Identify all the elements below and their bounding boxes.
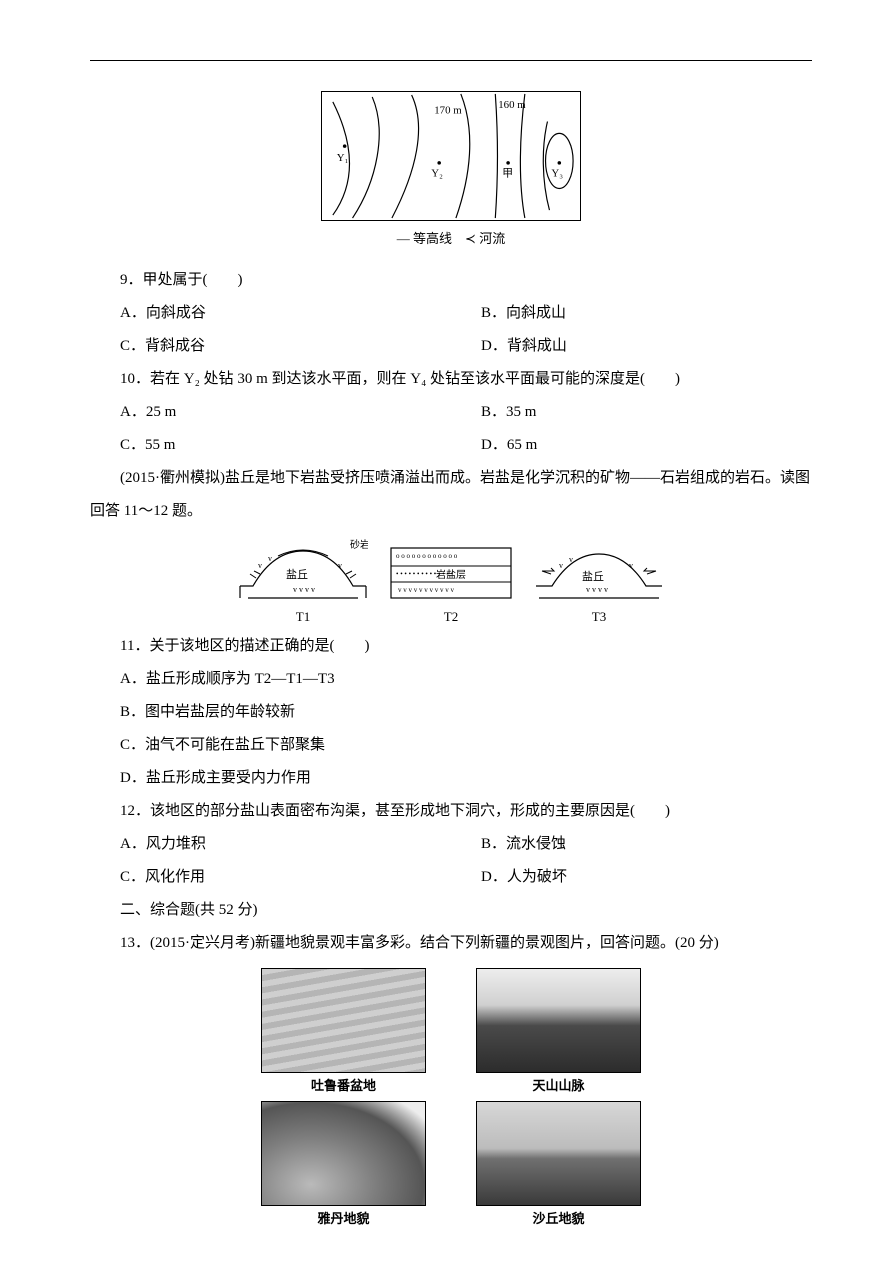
photo-img-c: [261, 1101, 426, 1206]
svg-text:盐丘: 盐丘: [286, 568, 308, 581]
section-2-heading: 二、综合题(共 52 分): [90, 894, 812, 927]
photo-img-a: [261, 968, 426, 1073]
diagram-t2-label: T2: [386, 608, 516, 626]
q12-stem: 12．该地区的部分盐山表面密布沟渠，甚至形成地下洞穴，形成的主要原因是( ): [90, 795, 812, 828]
svg-text:v: v: [629, 561, 633, 570]
map-legend: — 等高线 ≺ 河流: [90, 225, 812, 254]
caption-b: 天山山脉: [532, 1077, 584, 1095]
photo-tianshan: 天山山脉: [476, 968, 641, 1095]
q11-stem: 11．关于该地区的描述正确的是( ): [90, 630, 812, 663]
passage-11-12: (2015·衢州模拟)盐丘是地下岩盐受挤压喷涌溢出而成。岩盐是化学沉积的矿物——…: [90, 462, 812, 528]
caption-a: 吐鲁番盆地: [311, 1077, 376, 1095]
q12-option-c: C．风化作用: [90, 861, 451, 894]
q10-option-c: C．55 m: [90, 429, 451, 462]
photo-row-1: 吐鲁番盆地 天山山脉: [90, 968, 812, 1095]
photo-img-d: [476, 1101, 641, 1206]
q9-row2: C．背斜成谷 D．背斜成山: [90, 330, 812, 363]
q12-option-b: B．流水侵蚀: [451, 828, 812, 861]
svg-text:岩盐层: 岩盐层: [436, 568, 466, 581]
diagram-t2: o o o o o o o o o o o o • • • • • • • • …: [386, 536, 516, 626]
svg-text:v v v v v v v v v v v: v v v v v v v v v v v: [398, 586, 455, 594]
diagram-t1: 盐丘 vvv v v v v 砂岩层 T1: [238, 536, 368, 626]
q9-row1: A．向斜成谷 B．向斜成山: [90, 297, 812, 330]
svg-text:v: v: [258, 561, 262, 570]
diagram-t3: 盐丘 vvv v v v v T3: [534, 536, 664, 626]
q9-option-c: C．背斜成谷: [90, 330, 451, 363]
svg-text:v v v v: v v v v: [293, 585, 315, 594]
q11-option-d: D．盐丘形成主要受内力作用: [90, 762, 812, 795]
label-160: 160 m: [498, 99, 526, 111]
svg-text:Y₁: Y₁: [337, 152, 349, 164]
svg-text:v v v v: v v v v: [586, 585, 608, 594]
q13-stem: 13．(2015·定兴月考)新疆地貌景观丰富多彩。结合下列新疆的景观图片，回答问…: [90, 927, 812, 960]
photo-img-b: [476, 968, 641, 1073]
salt-dome-diagram: 盐丘 vvv v v v v 砂岩层 T1 o o o o o o o o o …: [90, 536, 812, 626]
caption-c: 雅丹地貌: [317, 1210, 369, 1228]
q9-option-a: A．向斜成谷: [90, 297, 451, 330]
svg-text:v: v: [268, 554, 272, 563]
q11-option-c: C．油气不可能在盐丘下部聚集: [90, 729, 812, 762]
q10-stem: 10．若在 Y₂ 处钻 30 m 到达该水平面，则在 Y₄ 处钻至该水平面最可能…: [90, 363, 812, 396]
svg-text:甲: 甲: [502, 168, 513, 180]
q12-row1: A．风力堆积 B．流水侵蚀: [90, 828, 812, 861]
svg-text:盐丘: 盐丘: [582, 570, 604, 583]
diagram-t3-label: T3: [534, 608, 664, 626]
photo-turpan: 吐鲁番盆地: [261, 968, 426, 1095]
q9-option-d: D．背斜成山: [451, 330, 812, 363]
q11-option-b: B．图中岩盐层的年龄较新: [90, 696, 812, 729]
q10-option-b: B．35 m: [451, 396, 812, 429]
q10-row2: C．55 m D．65 m: [90, 429, 812, 462]
svg-text:o o o o o o o o o o o o: o o o o o o o o o o o o: [396, 552, 458, 560]
contour-map-figure: 170 m 160 m Y₁ Y₂ 甲 Y₃: [90, 91, 812, 221]
photo-row-2: 雅丹地貌 沙丘地貌: [90, 1101, 812, 1228]
q9-stem: 9．甲处属于( ): [90, 264, 812, 297]
svg-text:Y₂: Y₂: [431, 168, 443, 180]
q12-option-d: D．人为破坏: [451, 861, 812, 894]
top-rule: [90, 60, 812, 61]
contour-map: 170 m 160 m Y₁ Y₂ 甲 Y₃: [321, 91, 581, 221]
q12-option-a: A．风力堆积: [90, 828, 451, 861]
q10-row1: A．25 m B．35 m: [90, 396, 812, 429]
label-170: 170 m: [434, 105, 462, 117]
diagram-t1-label: T1: [238, 608, 368, 626]
photo-dune: 沙丘地貌: [476, 1101, 641, 1228]
q10-option-d: D．65 m: [451, 429, 812, 462]
caption-d: 沙丘地貌: [532, 1210, 584, 1228]
q9-option-b: B．向斜成山: [451, 297, 812, 330]
svg-text:砂岩层: 砂岩层: [350, 538, 368, 551]
photo-yardang: 雅丹地貌: [261, 1101, 426, 1228]
svg-text:Y₃: Y₃: [551, 168, 563, 180]
svg-text:v: v: [338, 561, 342, 570]
svg-text:v: v: [559, 561, 563, 570]
q10-option-a: A．25 m: [90, 396, 451, 429]
q11-option-a: A．盐丘形成顺序为 T2—T1—T3: [90, 663, 812, 696]
q12-row2: C．风化作用 D．人为破坏: [90, 861, 812, 894]
svg-text:v: v: [569, 555, 573, 564]
